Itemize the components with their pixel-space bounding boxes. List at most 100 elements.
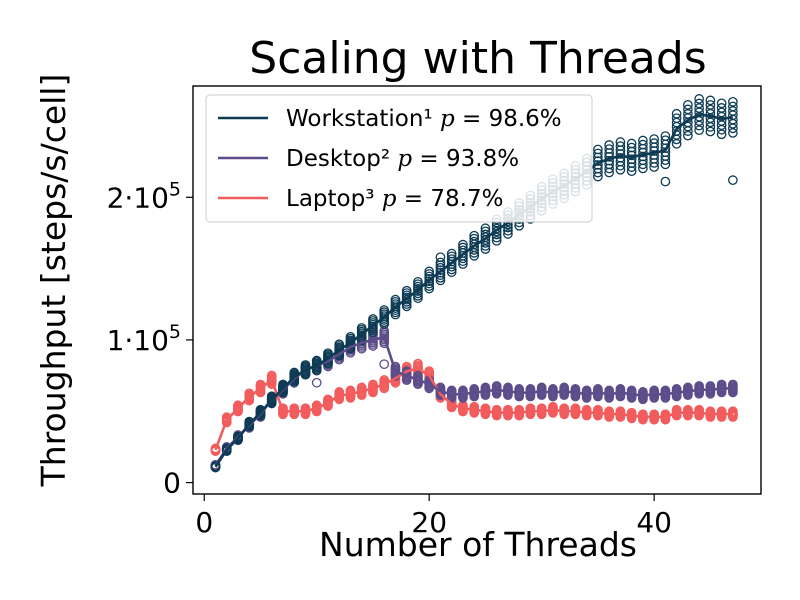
x-axis-ticks: 0 20 40 <box>195 494 672 539</box>
data-point <box>491 235 502 246</box>
data-point <box>593 148 603 159</box>
x-tick-label: 0 <box>195 506 213 539</box>
data-point <box>491 226 502 237</box>
data-point <box>480 223 491 234</box>
data-point <box>649 138 660 149</box>
fit-line <box>214 113 734 468</box>
legend-entry: Workstation¹ p = 98.6% <box>286 106 562 132</box>
y-axis-ticks: 0 1·105 2·105 <box>107 178 193 500</box>
data-point <box>446 248 457 259</box>
data-point <box>604 144 615 154</box>
y-axis-label: Throughput [steps/s/cell] <box>34 74 73 488</box>
data-point <box>705 104 716 115</box>
data-point <box>413 276 423 287</box>
data-point <box>615 156 626 167</box>
data-point <box>424 283 435 294</box>
data-point <box>638 135 648 146</box>
data-point <box>626 407 637 418</box>
data-point <box>233 431 243 442</box>
data-point <box>671 113 682 124</box>
data-point <box>660 176 671 187</box>
data-point <box>435 265 446 276</box>
legend-entry: Desktop² p = 93.8% <box>286 146 519 172</box>
data-point <box>458 239 468 250</box>
data-point <box>210 443 221 454</box>
data-point <box>649 134 660 144</box>
legend: Workstation¹ p = 98.6% Desktop² p = 93.8%… <box>205 94 593 223</box>
data-point <box>435 257 446 268</box>
data-point <box>311 377 322 388</box>
data-point <box>694 103 704 113</box>
fit-lines-layer <box>214 113 734 468</box>
y-tick-label: 0 <box>163 467 181 500</box>
data-point <box>694 125 704 136</box>
data-point <box>728 128 738 138</box>
data-point <box>671 108 682 119</box>
data-point <box>716 103 727 113</box>
data-point <box>480 226 491 237</box>
data-point <box>649 409 660 420</box>
data-point <box>401 285 412 296</box>
data-point <box>615 137 626 147</box>
data-point <box>435 252 446 263</box>
data-point <box>435 267 446 278</box>
data-point <box>638 409 648 420</box>
data-point <box>716 98 727 109</box>
data-point <box>728 106 738 116</box>
data-point <box>424 269 435 279</box>
data-point <box>604 140 615 150</box>
data-point <box>728 101 738 112</box>
data-point <box>435 272 446 283</box>
legend-entry: Laptop³ p = 78.7% <box>286 186 503 212</box>
data-point <box>458 242 468 253</box>
data-point <box>638 155 648 166</box>
plot-frame <box>192 85 762 495</box>
data-point <box>638 139 648 150</box>
data-point <box>705 100 716 110</box>
data-point <box>683 99 693 110</box>
data-point <box>615 141 626 151</box>
data-point <box>728 175 738 186</box>
data-point <box>390 294 401 305</box>
x-tick-label: 40 <box>636 506 672 539</box>
data-point <box>435 275 446 286</box>
data-point <box>379 359 390 370</box>
data-point <box>210 461 221 472</box>
data-point <box>379 305 390 315</box>
data-point <box>626 138 637 149</box>
data-point <box>424 266 435 277</box>
y-tick-label: 2·105 <box>107 178 181 214</box>
data-point <box>604 159 615 170</box>
y-tick-label: 1·105 <box>107 321 181 357</box>
data-point <box>626 158 637 168</box>
data-point <box>424 276 435 287</box>
data-point <box>660 131 671 141</box>
data-point <box>716 107 727 118</box>
data-point <box>503 225 513 236</box>
data-point <box>368 314 378 324</box>
data-point <box>593 167 603 178</box>
data-point <box>694 98 704 109</box>
fit-line <box>214 367 733 451</box>
data-point <box>345 331 356 342</box>
x-tick-label: 20 <box>411 506 447 539</box>
data-point <box>503 229 513 239</box>
data-point <box>694 94 704 104</box>
chart-title: Scaling with Threads <box>249 33 706 84</box>
data-point <box>626 142 637 153</box>
data-point <box>446 251 457 262</box>
data-point <box>356 323 367 333</box>
data-point <box>683 130 693 141</box>
data-point <box>221 443 232 454</box>
x-axis-label: Number of Threads <box>319 525 637 564</box>
data-point <box>469 230 480 241</box>
data-point <box>705 95 716 106</box>
data-point <box>469 233 480 244</box>
data-point <box>728 97 738 107</box>
data-point <box>716 129 727 140</box>
data-point <box>683 109 693 119</box>
data-point <box>705 126 716 137</box>
data-point <box>424 281 435 291</box>
data-point <box>683 104 693 115</box>
